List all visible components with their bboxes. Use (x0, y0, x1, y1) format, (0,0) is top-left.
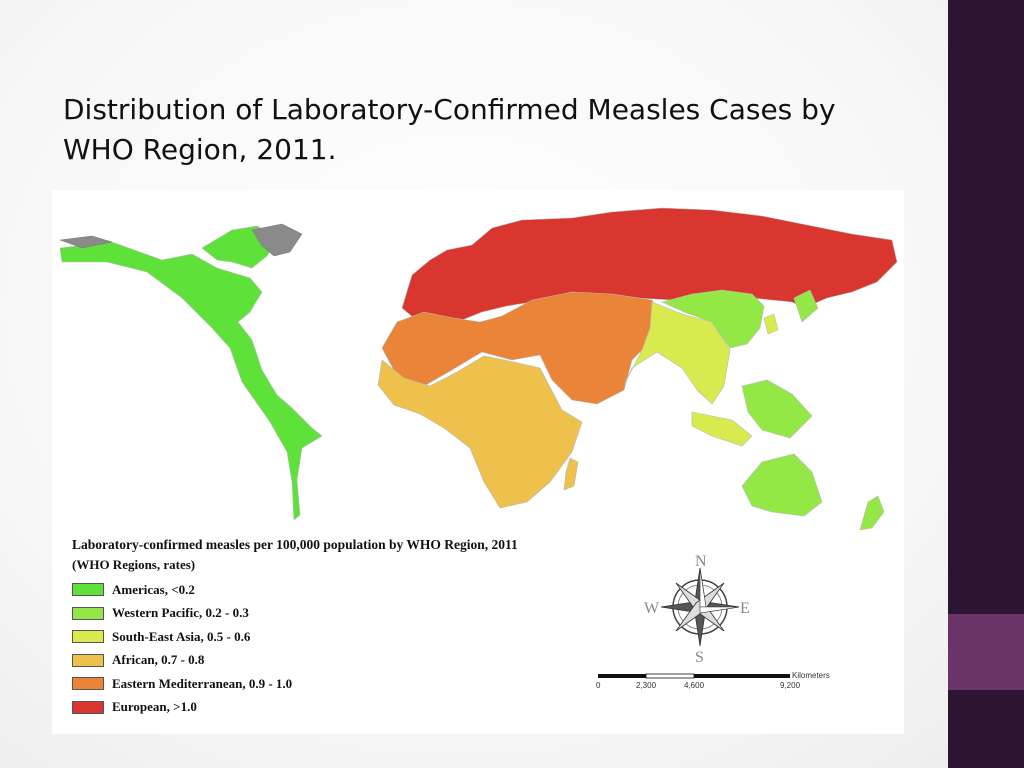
slide-title: Distribution of Laboratory-Confirmed Mea… (63, 93, 836, 166)
legend-swatch (72, 606, 104, 620)
americas-shape (59, 241, 323, 521)
legend-title: Laboratory-confirmed measles per 100,000… (72, 537, 518, 552)
legend-label: European, >1.0 (112, 699, 197, 715)
scale-tick: 4,600 (684, 681, 705, 690)
legend-label: Western Pacific, 0.2 - 0.3 (112, 605, 249, 621)
region-european (401, 207, 898, 321)
greenland-shape (251, 223, 303, 257)
legend-item-african: African, 0.7 - 0.8 (72, 649, 612, 673)
map-panel: Laboratory-confirmed measles per 100,000… (52, 190, 904, 734)
legend-swatch (72, 700, 104, 714)
alaska-outline (59, 235, 113, 249)
region-western-pacific (661, 289, 885, 531)
japan-shape (793, 289, 819, 323)
legend-label: Eastern Mediterranean, 0.9 - 1.0 (112, 675, 293, 691)
legend-swatch (72, 583, 104, 597)
compass-north: N (695, 553, 707, 570)
australia-shape (741, 453, 823, 517)
western-pacific-china-shape (661, 289, 765, 349)
legend-swatch (72, 653, 104, 667)
european-shape (401, 207, 898, 321)
scale-unit: Kilometers (792, 671, 830, 680)
legend-subtitle: (WHO Regions, rates) (72, 557, 196, 572)
new-zealand-shape (859, 495, 885, 531)
madagascar-shape (563, 457, 579, 491)
scale-segment (645, 673, 695, 679)
legend-item-eastern-mediterranean: Eastern Mediterranean, 0.9 - 1.0 (72, 672, 612, 696)
region-americas (59, 225, 323, 521)
compass-east: E (740, 600, 750, 617)
legend-label: South-East Asia, 0.5 - 0.6 (112, 628, 251, 644)
scale-tick: 9,200 (780, 681, 801, 690)
legend-label: Americas, <0.2 (112, 581, 195, 597)
western-pacific-islands (741, 379, 813, 439)
scale-tick: 0 (596, 681, 601, 690)
region-eastern-mediterranean (381, 291, 663, 405)
slide-sidebar-accent (948, 614, 1024, 690)
compass-west: W (644, 600, 660, 617)
region-african (377, 355, 583, 509)
compass-south: S (695, 649, 704, 666)
scale-tick: 2,300 (636, 681, 657, 690)
indonesia-shape (691, 411, 753, 447)
scale-bar: Kilometers 0 2,300 4,600 9,200 (596, 671, 830, 690)
legend-swatch (72, 677, 104, 691)
african-shape (377, 355, 583, 509)
legend-item-western-pacific: Western Pacific, 0.2 - 0.3 (72, 602, 612, 626)
scale-segment (598, 674, 646, 678)
eastern-mediterranean-shape (381, 291, 663, 405)
legend-item-european: European, >1.0 (72, 696, 612, 720)
legend-label: African, 0.7 - 0.8 (112, 652, 205, 668)
compass-rose-icon: N S E W (644, 553, 750, 666)
legend-swatch (72, 630, 104, 644)
world-map (59, 207, 898, 531)
unclassified-land (59, 223, 303, 257)
scale-segment (694, 674, 790, 678)
legend-item-south-east-asia: South-East Asia, 0.5 - 0.6 (72, 625, 612, 649)
map-legend: Laboratory-confirmed measles per 100,000… (72, 535, 612, 719)
legend-item-americas: Americas, <0.2 (72, 578, 612, 602)
korea-shape (763, 313, 779, 335)
